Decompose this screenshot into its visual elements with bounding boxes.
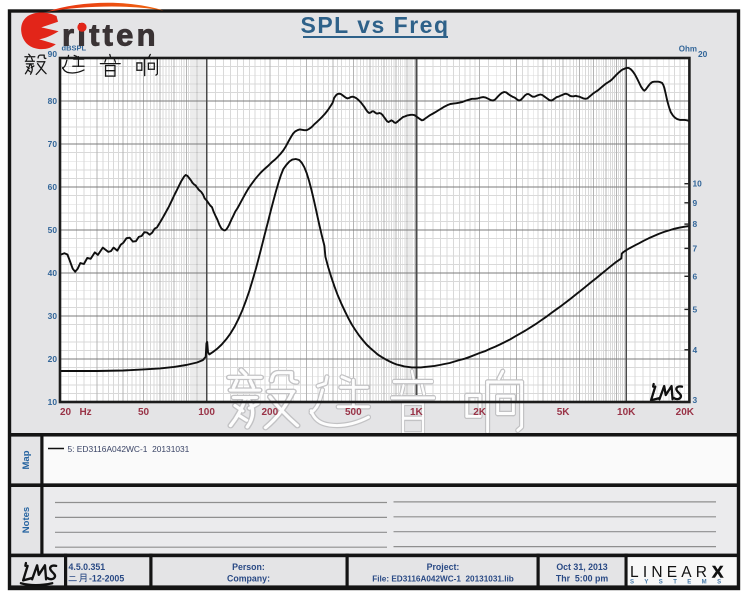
svg-text:SPL vs Freq: SPL vs Freq bbox=[300, 12, 449, 38]
svg-text:200: 200 bbox=[261, 407, 278, 418]
svg-text:40: 40 bbox=[48, 268, 58, 278]
svg-text:X: X bbox=[712, 563, 724, 582]
svg-text:20 Hz: 20 Hz bbox=[60, 407, 92, 418]
svg-text:File: ED3116A042WC-1 20131031: File: ED3116A042WC-1 20131031.lib bbox=[372, 575, 514, 584]
svg-text:Project:: Project: bbox=[427, 562, 460, 572]
svg-text:60: 60 bbox=[48, 182, 58, 192]
svg-text:50: 50 bbox=[48, 225, 58, 235]
svg-text:5K: 5K bbox=[557, 407, 571, 418]
svg-text:-12-2005: -12-2005 bbox=[89, 574, 124, 584]
svg-text:SYSTEMS: SYSTEMS bbox=[630, 580, 731, 586]
svg-text:Person:: Person: bbox=[232, 562, 265, 572]
svg-text:ritten: ritten bbox=[62, 18, 159, 53]
svg-text:10K: 10K bbox=[617, 407, 636, 418]
svg-text:9: 9 bbox=[693, 198, 698, 208]
svg-text:Ohm: Ohm bbox=[679, 45, 697, 54]
svg-text:Company:: Company: bbox=[227, 574, 270, 584]
svg-text:Oct 31, 2013: Oct 31, 2013 bbox=[556, 562, 607, 572]
svg-text:4.5.0.351: 4.5.0.351 bbox=[69, 562, 106, 572]
svg-text:20K: 20K bbox=[676, 407, 695, 418]
svg-text:10: 10 bbox=[48, 397, 58, 407]
svg-text:4: 4 bbox=[693, 345, 698, 355]
svg-text:6: 6 bbox=[693, 271, 698, 281]
svg-text:10: 10 bbox=[693, 179, 703, 189]
svg-text:7: 7 bbox=[693, 243, 698, 253]
svg-text:20: 20 bbox=[698, 49, 708, 59]
svg-text:70: 70 bbox=[48, 139, 58, 149]
svg-text:8: 8 bbox=[693, 219, 698, 229]
svg-text:80: 80 bbox=[48, 96, 58, 106]
svg-text:3: 3 bbox=[693, 395, 698, 405]
svg-text:50: 50 bbox=[138, 407, 150, 418]
svg-text:90: 90 bbox=[48, 49, 58, 59]
svg-text:Map: Map bbox=[21, 450, 32, 469]
svg-text:Notes: Notes bbox=[21, 507, 32, 533]
svg-text:Thr 5:00 pm: Thr 5:00 pm bbox=[556, 574, 608, 584]
svg-text:LINEAR: LINEAR bbox=[630, 564, 711, 581]
svg-text:500: 500 bbox=[345, 407, 362, 418]
svg-text:5: 5 bbox=[693, 304, 698, 314]
svg-text:5: ED3116A042WC-1 20131031: 5: ED3116A042WC-1 20131031 bbox=[68, 444, 190, 454]
svg-text:2K: 2K bbox=[473, 407, 487, 418]
svg-text:dBSPL: dBSPL bbox=[62, 44, 87, 53]
svg-text:1K: 1K bbox=[410, 407, 424, 418]
svg-text:20: 20 bbox=[48, 354, 58, 364]
svg-text:30: 30 bbox=[48, 311, 58, 321]
svg-text:100: 100 bbox=[198, 407, 215, 418]
